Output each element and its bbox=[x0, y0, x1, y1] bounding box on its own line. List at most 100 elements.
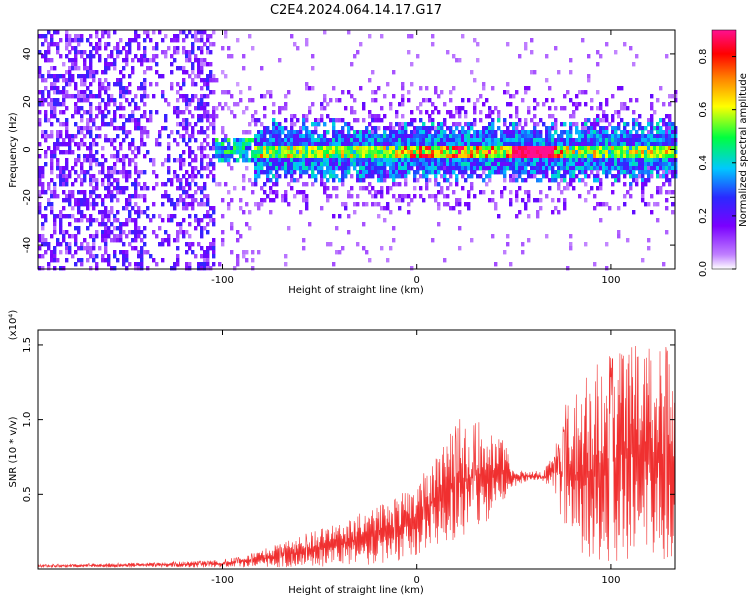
spectrogram-cell bbox=[410, 162, 414, 167]
spectrogram-cell bbox=[497, 142, 501, 147]
snr-frame bbox=[37, 329, 676, 570]
spectrogram-cell bbox=[377, 202, 381, 207]
spectrogram-cell bbox=[533, 70, 537, 75]
spectrogram-cell bbox=[203, 102, 207, 107]
spectrogram-cell bbox=[386, 138, 390, 143]
spectrogram-cell bbox=[668, 170, 672, 175]
spectrogram-cell bbox=[221, 154, 225, 159]
spectrogram-cell bbox=[314, 146, 318, 151]
spectrogram-cell bbox=[278, 162, 282, 167]
spectrogram-cell bbox=[656, 162, 660, 167]
spectrogram-cell bbox=[440, 90, 444, 95]
spectrogram-cell bbox=[227, 106, 231, 111]
spectrogram-cell bbox=[122, 230, 126, 235]
spectrogram-cell bbox=[95, 142, 99, 147]
spectrogram-cell bbox=[131, 118, 135, 123]
spectrogram-cell bbox=[401, 146, 405, 151]
spectrogram-cell bbox=[569, 70, 573, 75]
spectrogram-cell bbox=[200, 142, 204, 147]
spectrogram-cell bbox=[98, 162, 102, 167]
spectrogram-cell bbox=[503, 166, 507, 171]
spectrogram-cell bbox=[212, 174, 216, 179]
spectrogram-cell bbox=[239, 234, 243, 239]
spectrogram-cell bbox=[536, 214, 540, 219]
spectrogram-cell bbox=[524, 138, 528, 143]
spectrogram-cell bbox=[653, 146, 657, 151]
spectrogram-cell bbox=[305, 166, 309, 171]
snr-x-ticks: -100 0 100 bbox=[211, 330, 620, 586]
spectrogram-cell bbox=[347, 126, 351, 131]
spectrogram-cell bbox=[200, 190, 204, 195]
spectrogram-cell bbox=[110, 138, 114, 143]
spectrogram-cell bbox=[470, 154, 474, 159]
spectrogram-cell bbox=[386, 142, 390, 147]
spectrogram-cell bbox=[272, 162, 276, 167]
spectrogram-cell bbox=[590, 162, 594, 167]
spectrogram-cell bbox=[452, 134, 456, 139]
spectrogram-cell bbox=[509, 198, 513, 203]
x-tick-label: -100 bbox=[211, 275, 234, 286]
spectrogram-cell bbox=[614, 134, 618, 139]
spectrogram-cell bbox=[635, 158, 639, 163]
spectrogram-cell bbox=[335, 98, 339, 103]
spectrogram-cell bbox=[542, 150, 546, 155]
spectrogram-cell bbox=[278, 150, 282, 155]
spectrogram-cell bbox=[140, 246, 144, 251]
spectrogram-cell bbox=[590, 186, 594, 191]
spectrogram-cell bbox=[632, 154, 636, 159]
spectrogram-cell bbox=[89, 246, 93, 251]
spectrogram-cell bbox=[479, 154, 483, 159]
spectrogram-cell bbox=[488, 114, 492, 119]
spectrogram-cell bbox=[86, 126, 90, 131]
spectrogram-cell bbox=[353, 162, 357, 167]
spectrogram-cell bbox=[365, 150, 369, 155]
spectrogram-cell bbox=[209, 74, 213, 79]
spectrogram-cell bbox=[200, 78, 204, 83]
spectrogram-cell bbox=[437, 190, 441, 195]
spectrogram-cell bbox=[65, 242, 69, 247]
spectrogram-cell bbox=[416, 150, 420, 155]
spectrogram-cell bbox=[383, 134, 387, 139]
spectrogram-cell bbox=[521, 154, 525, 159]
spectrogram-cell bbox=[638, 174, 642, 179]
spectrogram-cell bbox=[110, 98, 114, 103]
spectrogram-cell bbox=[422, 150, 426, 155]
spectrogram-cell bbox=[659, 162, 663, 167]
spectrogram-cell bbox=[353, 166, 357, 171]
spectrogram-cell bbox=[275, 162, 279, 167]
spectrogram-cell bbox=[227, 138, 231, 143]
spectrogram-cell bbox=[344, 206, 348, 211]
spectrogram-cell bbox=[419, 186, 423, 191]
spectrogram-cell bbox=[668, 146, 672, 151]
spectrogram-cell bbox=[287, 158, 291, 163]
spectrogram-cell bbox=[335, 186, 339, 191]
spectrogram-cell bbox=[173, 262, 177, 267]
spectrogram-cell bbox=[458, 162, 462, 167]
spectrogram-cell bbox=[623, 126, 627, 131]
spectrogram-cell bbox=[506, 42, 510, 47]
spectrogram-cell bbox=[311, 158, 315, 163]
spectrogram-cell bbox=[236, 38, 240, 43]
spectrogram-cell bbox=[347, 142, 351, 147]
spectrogram-cell bbox=[221, 138, 225, 143]
spectrogram-cell bbox=[143, 198, 147, 203]
spectrogram-cell bbox=[161, 90, 165, 95]
spectrogram-cell bbox=[161, 258, 165, 263]
spectrogram-cell bbox=[446, 142, 450, 147]
spectrogram-cell bbox=[128, 46, 132, 51]
spectrogram-cell bbox=[395, 154, 399, 159]
spectrogram-cell bbox=[560, 178, 564, 183]
spectrogram-cell bbox=[179, 186, 183, 191]
spectrogram-cell bbox=[134, 38, 138, 43]
spectrogram-cell bbox=[77, 154, 81, 159]
spectrogram-cell bbox=[392, 138, 396, 143]
spectrogram-cell bbox=[620, 86, 624, 91]
spectrogram-cell bbox=[593, 134, 597, 139]
spectrogram-cell bbox=[95, 254, 99, 259]
spectrogram-cell bbox=[62, 238, 66, 243]
spectrogram-cell bbox=[584, 158, 588, 163]
spectrogram-cell bbox=[608, 206, 612, 211]
spectrogram-cell bbox=[269, 150, 273, 155]
spectrogram-cell bbox=[119, 38, 123, 43]
spectrogram-cell bbox=[65, 42, 69, 47]
